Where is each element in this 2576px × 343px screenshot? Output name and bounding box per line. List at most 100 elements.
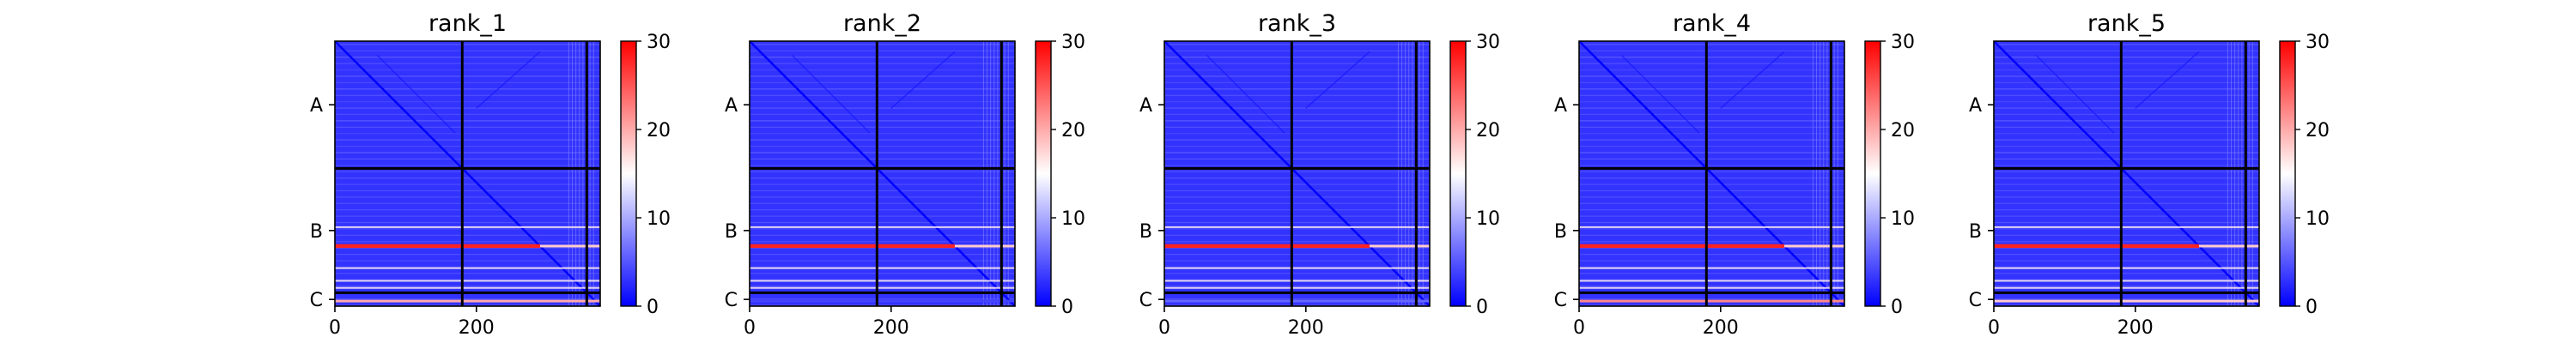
texture-col — [1419, 41, 1420, 306]
texture-col — [2227, 41, 2228, 306]
x-tick-label: 200 — [1288, 317, 1324, 339]
light-band — [1164, 280, 1430, 282]
texture-row — [1994, 241, 2259, 243]
texture-row — [1994, 234, 2259, 236]
heatmap-texture — [1579, 41, 1844, 306]
y-tick-label: B — [310, 221, 323, 243]
texture-row — [750, 304, 1015, 306]
texture-col — [2234, 41, 2236, 306]
y-tick-label: A — [1139, 95, 1152, 117]
texture-row — [1994, 298, 2259, 300]
texture-row — [335, 247, 600, 249]
texture-row — [335, 63, 600, 64]
texture-row — [1164, 107, 1430, 109]
texture-row — [1164, 228, 1430, 230]
texture-row — [1164, 145, 1430, 147]
x-tick-label: 200 — [2117, 317, 2154, 339]
off-diagonal-feature — [1720, 51, 1785, 109]
colorbar — [1035, 40, 1052, 307]
axes-frame — [1578, 40, 1845, 307]
texture-col — [1816, 41, 1818, 306]
light-band — [335, 226, 600, 228]
texture-row — [750, 120, 1015, 122]
texture-row — [1579, 304, 1844, 306]
texture-row — [1579, 63, 1844, 64]
colorbar — [1449, 40, 1467, 307]
texture-row — [1164, 75, 1430, 77]
texture-row — [1164, 152, 1430, 153]
texture-row — [1164, 101, 1430, 103]
y-tick-label: B — [725, 221, 738, 243]
texture-row — [750, 101, 1015, 103]
texture-col — [2241, 41, 2243, 306]
texture-row — [1164, 44, 1430, 45]
texture-row — [335, 221, 600, 224]
light-band — [1579, 267, 1844, 269]
high-error-row-tail — [539, 244, 600, 248]
texture-row — [335, 44, 600, 45]
diagonal-line — [1993, 40, 2260, 307]
colorbar-tick-label: 20 — [647, 120, 671, 141]
texture-row — [1579, 44, 1844, 45]
texture-row — [1994, 107, 2259, 109]
texture-row — [750, 209, 1015, 211]
texture-row — [335, 254, 600, 256]
high-error-row-tail — [2198, 244, 2259, 248]
texture-row — [1994, 69, 2259, 71]
texture-row — [1994, 75, 2259, 77]
light-band — [335, 267, 600, 269]
y-tick-label: A — [1969, 95, 1982, 117]
off-diagonal-feature — [2135, 51, 2200, 109]
texture-row — [1579, 107, 1844, 109]
texture-row — [1579, 81, 1844, 83]
texture-row — [335, 152, 600, 153]
texture-row — [1994, 273, 2259, 274]
texture-row — [335, 215, 600, 217]
texture-row — [335, 139, 600, 141]
y-tick-label: C — [310, 290, 323, 311]
texture-col — [579, 41, 580, 306]
texture-col — [993, 41, 995, 306]
colorbar-tick-label: 30 — [647, 32, 671, 53]
texture-col — [1405, 41, 1406, 306]
texture-row — [750, 273, 1015, 274]
texture-row — [1579, 133, 1844, 135]
texture-row — [335, 81, 600, 83]
texture-row — [1994, 120, 2259, 122]
texture-row — [750, 75, 1015, 77]
texture-row — [335, 94, 600, 96]
texture-row — [1164, 126, 1430, 128]
texture-row — [1164, 63, 1430, 64]
texture-row — [1579, 241, 1844, 243]
texture-row — [750, 202, 1015, 204]
texture-row — [1164, 120, 1430, 122]
texture-row — [335, 266, 600, 268]
light-band — [1994, 280, 2259, 282]
light-band — [1579, 286, 1844, 289]
texture-row — [1579, 152, 1844, 153]
high-error-row-tail — [1369, 244, 1430, 248]
texture-row — [335, 113, 600, 116]
off-diagonal-feature — [476, 51, 541, 109]
texture-col — [982, 41, 984, 306]
texture-row — [750, 254, 1015, 256]
texture-row — [1164, 133, 1430, 135]
colorbar — [1864, 40, 1881, 307]
texture-row — [1994, 190, 2259, 192]
texture-row — [335, 75, 600, 77]
texture-col — [589, 41, 591, 306]
texture-col — [2248, 41, 2250, 306]
texture-col — [990, 41, 992, 306]
light-band — [335, 286, 600, 289]
texture-row — [1164, 254, 1430, 256]
texture-row — [1579, 254, 1844, 256]
texture-row — [750, 113, 1015, 116]
x-tick-label: 0 — [1158, 317, 1170, 339]
texture-row — [750, 94, 1015, 96]
y-tick-label: A — [725, 95, 738, 117]
light-band — [1994, 286, 2259, 289]
light-band — [1164, 226, 1430, 228]
